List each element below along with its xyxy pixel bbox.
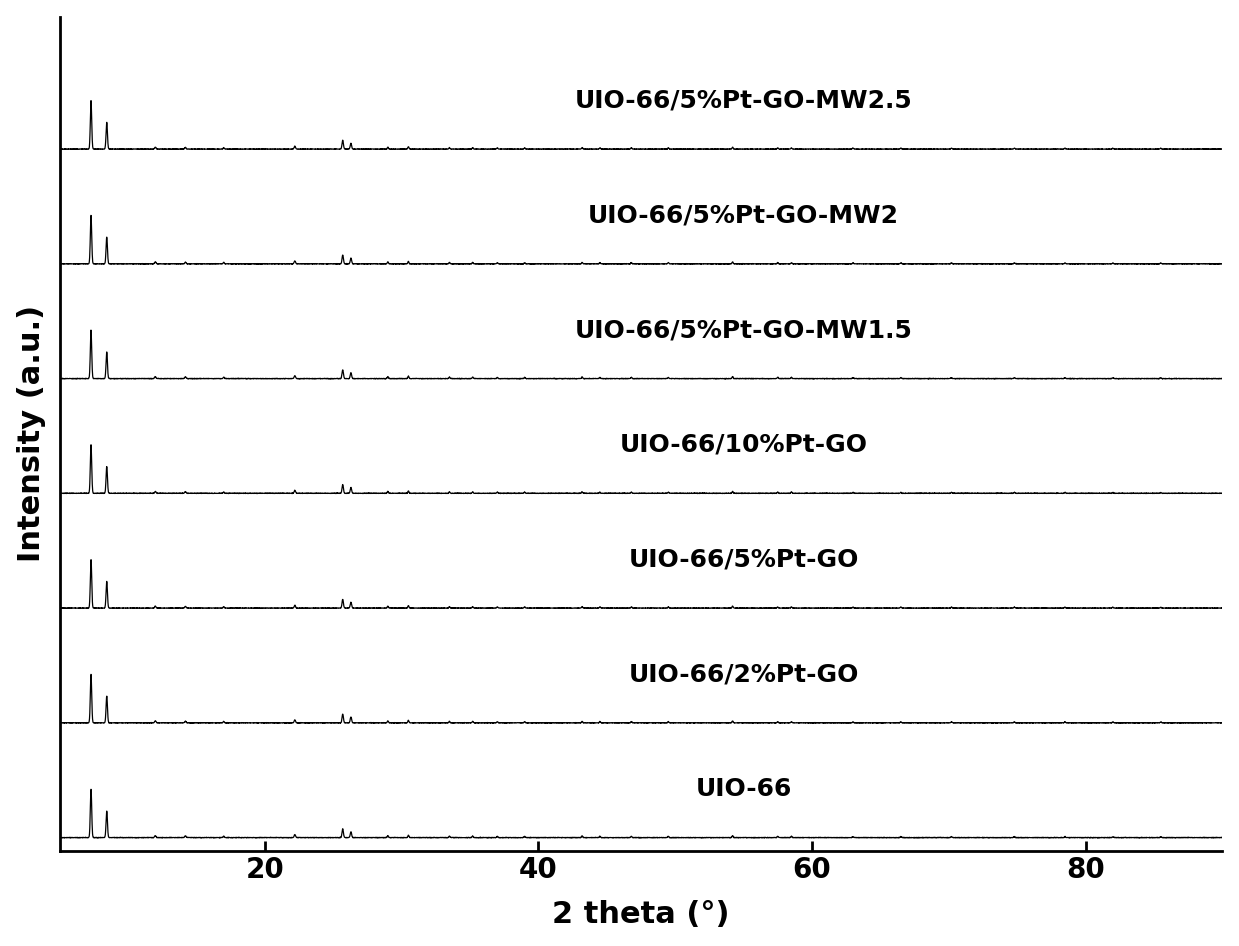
Text: UIO-66/5%Pt-GO-MW2.5: UIO-66/5%Pt-GO-MW2.5 [575,89,912,113]
Text: UIO-66/5%Pt-GO-MW2: UIO-66/5%Pt-GO-MW2 [589,203,900,227]
Text: UIO-66/5%Pt-GO: UIO-66/5%Pt-GO [628,548,859,571]
Y-axis label: Intensity (a.u.): Intensity (a.u.) [16,306,46,562]
Text: UIO-66/2%Pt-GO: UIO-66/2%Pt-GO [628,662,859,686]
Text: UIO-66/5%Pt-GO-MW1.5: UIO-66/5%Pt-GO-MW1.5 [575,318,912,342]
X-axis label: 2 theta (°): 2 theta (°) [553,901,730,929]
Text: UIO-66/10%Pt-GO: UIO-66/10%Pt-GO [620,432,867,457]
Text: UIO-66: UIO-66 [695,777,792,801]
